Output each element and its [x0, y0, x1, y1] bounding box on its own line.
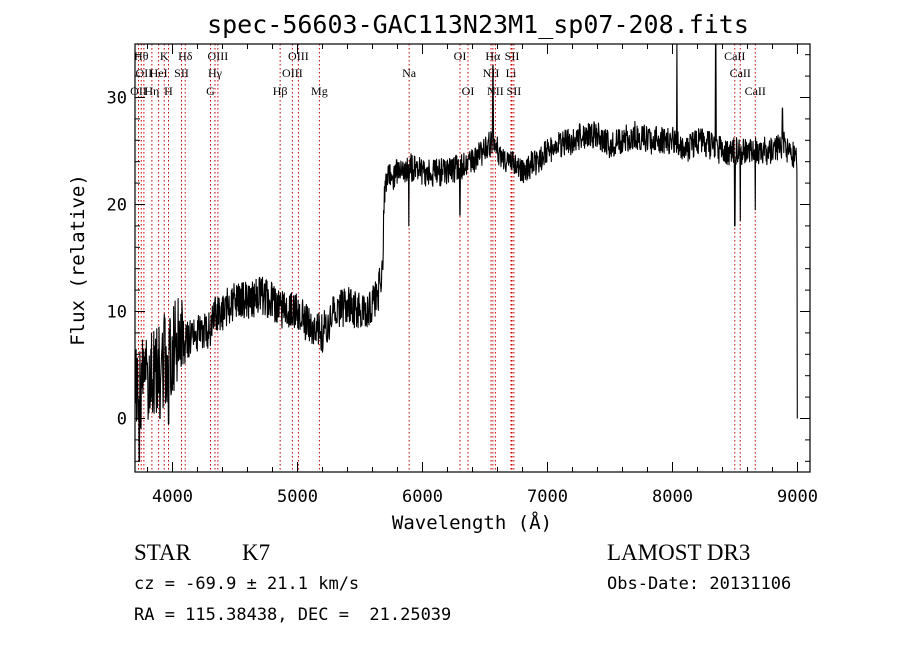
line-marker-layer	[138, 44, 756, 472]
survey-name: LAMOST DR3	[607, 540, 750, 565]
spectrum-layer	[134, 43, 798, 462]
line-marker-label: Li	[506, 66, 517, 80]
x-axis-label: Wavelength (Å)	[392, 511, 552, 534]
line-marker-label: CaII	[724, 49, 745, 63]
chart-title: spec-56603-GAC113N23M1_sp07-208.fits	[207, 10, 749, 39]
line-marker-label: OIII	[282, 66, 303, 80]
line-marker-label: OI	[462, 84, 475, 98]
redshift-text: cz = -69.9 ± 21.1 km/s	[134, 574, 359, 594]
plot-frame	[134, 43, 811, 473]
x-tick-label: 8000	[652, 487, 693, 507]
obs-date-text: Obs-Date: 20131106	[607, 574, 791, 594]
y-tick-label: 0	[117, 410, 127, 430]
line-marker-label: CaII	[730, 66, 751, 80]
object-class: STAR	[134, 540, 192, 565]
y-tick-label: 10	[107, 303, 127, 323]
spectrum-line	[134, 43, 798, 462]
line-marker-label: SII	[507, 84, 522, 98]
line-marker-label: Hθ	[134, 49, 149, 63]
line-marker-label: OIII	[288, 49, 309, 63]
y-tick-label: 20	[107, 196, 127, 216]
line-marker-label: OI	[454, 49, 467, 63]
line-marker-label: OII	[130, 84, 147, 98]
y-tick-label: 30	[107, 89, 127, 109]
line-marker-label: Hγ	[208, 66, 223, 80]
line-marker-label: HeI	[150, 66, 168, 80]
x-tick-label: 5000	[277, 487, 318, 507]
line-marker-label: Hη	[144, 84, 159, 98]
y-axis-label: Flux (relative)	[67, 174, 89, 346]
line-marker-label: Hδ	[178, 49, 193, 63]
line-marker-label: G	[206, 84, 215, 98]
line-marker-label: SII	[174, 66, 189, 80]
x-tick-label: 6000	[402, 487, 443, 507]
line-marker-label: NII	[487, 84, 504, 98]
line-label-layer: OIIHθOIIHηHeIKHSIIHδGHγOIIIHβOIIIOIIIMgN…	[130, 49, 766, 98]
line-marker-label: CaII	[745, 84, 766, 98]
line-marker-label: K	[160, 49, 169, 63]
line-marker-label: Mg	[311, 84, 328, 98]
line-marker-label: H	[164, 84, 173, 98]
line-marker-label: SII	[505, 49, 520, 63]
line-marker-label: OIII	[208, 49, 229, 63]
line-marker-label: Hβ	[273, 84, 288, 98]
line-marker-label: Hα	[485, 49, 501, 63]
line-marker-label: Na	[402, 66, 417, 80]
line-marker-label: NII	[483, 66, 500, 80]
x-tick-label: 7000	[527, 487, 568, 507]
axes-layer: 4000 5000 6000 7000 8000 9000 0 10 20 30	[107, 43, 818, 507]
x-tick-label: 4000	[152, 487, 193, 507]
x-tick-label: 9000	[777, 487, 818, 507]
object-subclass: K7	[242, 540, 270, 565]
coordinates-text: RA = 115.38438, DEC = 21.25039	[134, 605, 451, 625]
